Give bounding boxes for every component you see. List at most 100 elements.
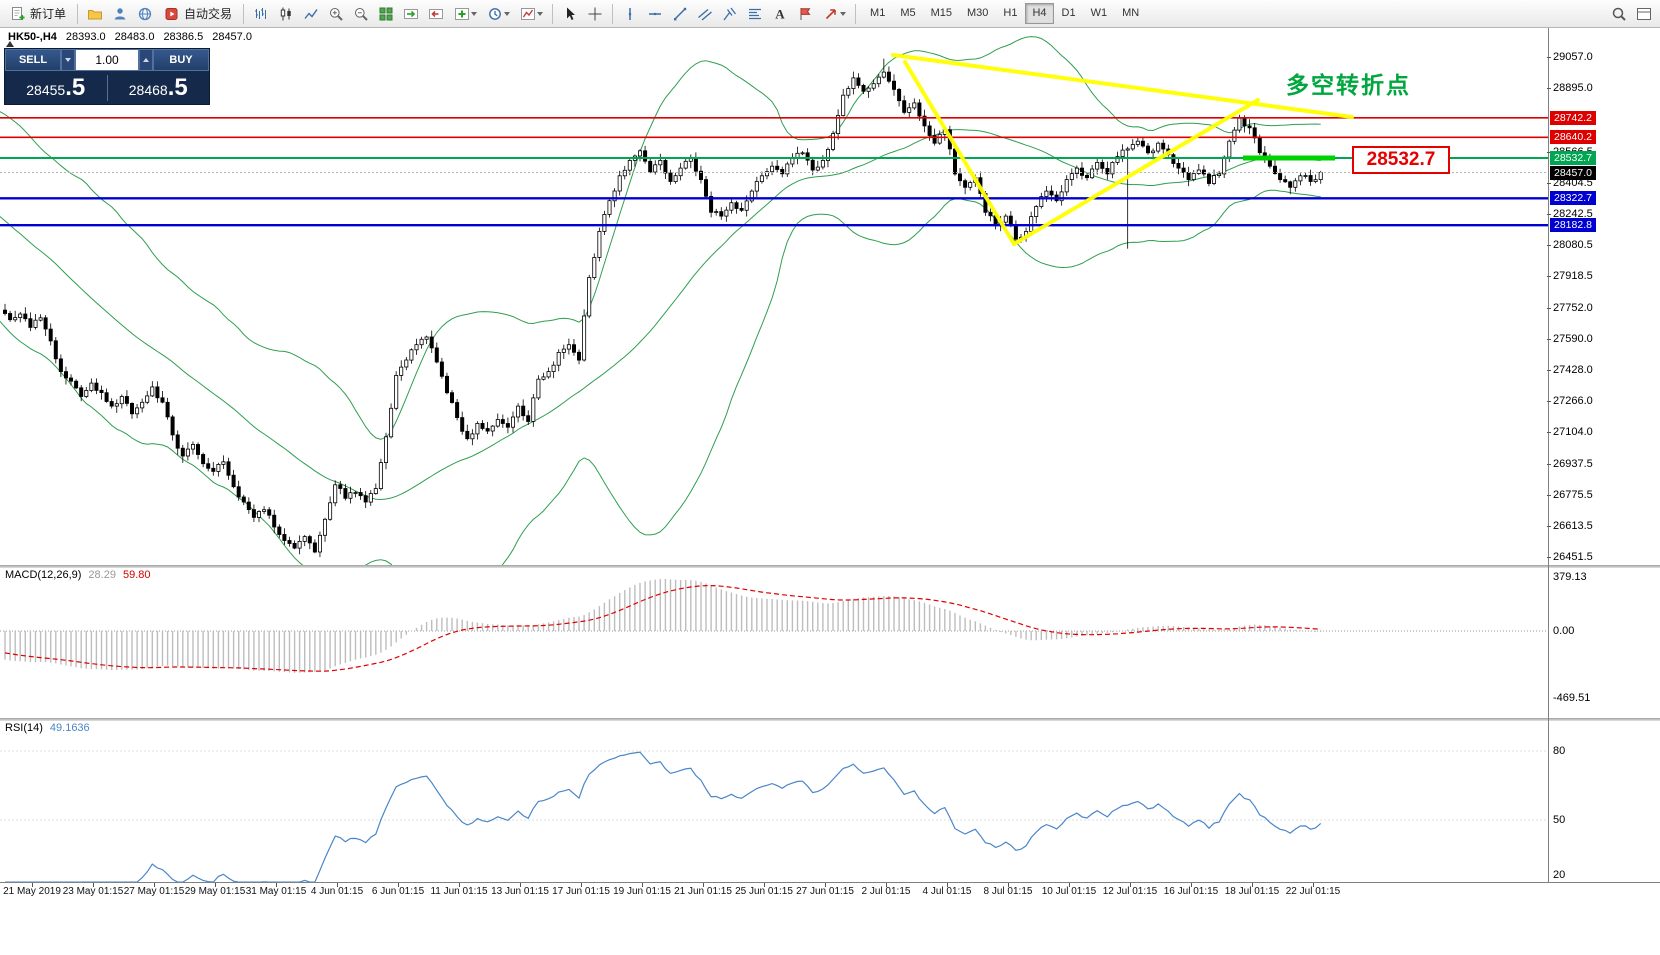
macd-panel — [0, 579, 1548, 673]
toolbar-separator — [243, 3, 245, 24]
tile-windows-button[interactable] — [374, 3, 398, 25]
timeframe-d1[interactable]: D1 — [1061, 7, 1076, 19]
timeframe-m1[interactable]: M1 — [870, 7, 886, 19]
axis-tick — [1547, 88, 1551, 90]
sell-button[interactable]: SELL — [5, 49, 61, 71]
text-label-button[interactable] — [793, 3, 817, 25]
timeframe-h1[interactable]: H1 — [1003, 7, 1018, 19]
timeframe-m5[interactable]: M5 — [900, 7, 916, 19]
autotrading-button[interactable]: 自动交易 — [158, 3, 238, 25]
hline-price-label: 28182.8 — [1550, 218, 1596, 233]
rsi-value: 49.1636 — [49, 722, 90, 734]
price-scale-label: 28080.5 — [1553, 238, 1593, 251]
panels-icon — [1637, 7, 1651, 20]
vertical-line-button[interactable] — [618, 3, 642, 25]
time-axis-border — [0, 882, 1660, 883]
channel-button[interactable] — [693, 3, 717, 25]
indicators-icon — [454, 7, 469, 20]
periods-button[interactable] — [482, 3, 514, 25]
price-scale-label: 27590.0 — [1553, 332, 1593, 345]
toolbar-separator — [612, 3, 614, 24]
text-tool-button[interactable]: A — [768, 3, 792, 25]
chevron-down-icon — [65, 58, 71, 62]
chevron-down-icon — [839, 11, 846, 16]
price-callout-label[interactable]: 28532.7 — [1352, 146, 1450, 174]
one-click-collapse-icon[interactable] — [6, 41, 14, 47]
panels-button[interactable] — [1632, 3, 1656, 25]
macd-scale-label: 0.00 — [1553, 625, 1575, 637]
profiles-button[interactable] — [83, 3, 107, 25]
crosshair-button[interactable] — [583, 3, 607, 25]
candlestick-chart-button[interactable] — [274, 3, 298, 25]
svg-text:A: A — [775, 6, 785, 21]
macd-main-value: 28.29 — [88, 569, 116, 581]
community-button[interactable] — [108, 3, 132, 25]
search-button[interactable] — [1607, 3, 1631, 25]
horizontal-line-button[interactable] — [643, 3, 667, 25]
panel-separator[interactable] — [0, 565, 1660, 568]
fibonacci-button[interactable] — [743, 3, 767, 25]
folder-icon — [88, 9, 103, 19]
arrows-tool-button[interactable] — [818, 3, 850, 25]
sell-price[interactable]: 28455.5 — [5, 74, 107, 102]
timeframe-m30[interactable]: M30 — [967, 7, 989, 19]
price-scale-label: 29057.0 — [1553, 51, 1593, 64]
panel-separator[interactable] — [0, 718, 1660, 721]
price-scale-label: 27428.0 — [1553, 364, 1593, 377]
hline-price-label: 28742.2 — [1550, 110, 1596, 125]
turning-point-annotation[interactable]: 多空转折点 — [1286, 72, 1411, 98]
macd-scale-label: 379.13 — [1553, 571, 1587, 583]
zoom-in-button[interactable] — [324, 3, 348, 25]
chart-shift-button[interactable] — [424, 3, 448, 25]
timeframe-w1[interactable]: W1 — [1090, 7, 1108, 19]
price-scale-label: 28242.5 — [1553, 207, 1593, 220]
ohlc-high: 28483.0 — [114, 31, 155, 43]
zoom-out-button[interactable] — [349, 3, 373, 25]
price-axis[interactable]: 29057.028895.028566.528404.528242.528080… — [1547, 0, 1659, 955]
timeframe-m15[interactable]: M15 — [930, 7, 952, 19]
text-icon: A — [775, 6, 785, 21]
price-scale-label: 26937.5 — [1553, 458, 1593, 471]
indicators-button[interactable] — [449, 3, 481, 25]
price-scale-label: 26451.5 — [1553, 551, 1593, 564]
line-chart-button[interactable] — [299, 3, 323, 25]
trendline-button[interactable] — [668, 3, 692, 25]
auto-scroll-button[interactable] — [399, 3, 423, 25]
ohlc-close: 28457.0 — [212, 31, 252, 43]
new-order-button[interactable]: 新订单 — [4, 3, 72, 25]
axis-tick — [1547, 307, 1551, 309]
timeframe-mn[interactable]: MN — [1122, 7, 1140, 19]
chevron-down-icon — [470, 11, 477, 16]
autotrading-label: 自动交易 — [184, 7, 233, 21]
globe-icon — [138, 7, 152, 20]
axis-tick — [1547, 213, 1551, 215]
templates-button[interactable] — [515, 3, 547, 25]
axis-tick — [1547, 275, 1551, 277]
sell-options-button[interactable] — [61, 49, 75, 71]
pitchfork-button[interactable] — [718, 3, 742, 25]
timeframe-h4[interactable]: H4 — [1025, 3, 1054, 24]
price-scale-label: 28404.5 — [1553, 176, 1593, 189]
ohlc-open: 28393.0 — [65, 31, 106, 43]
pitchfork-icon — [723, 7, 737, 20]
vertical-line-icon — [628, 7, 632, 20]
channel-icon — [698, 8, 712, 21]
bar-chart-button[interactable] — [249, 3, 273, 25]
rsi-label: RSI(14) 49.1636 — [5, 722, 90, 734]
buy-button[interactable]: BUY — [153, 49, 209, 71]
volume-stepper[interactable] — [139, 49, 153, 71]
bar-chart-icon — [255, 7, 267, 19]
market-button[interactable] — [133, 3, 157, 25]
axis-tick — [1547, 495, 1551, 497]
main-chart-svg[interactable] — [0, 28, 1548, 902]
buy-price-frac: .5 — [167, 73, 188, 101]
axis-tick — [1547, 557, 1551, 559]
toolbar-separator — [552, 3, 554, 24]
volume-input[interactable]: 1.00 — [75, 49, 139, 71]
sell-price-frac: .5 — [65, 73, 86, 101]
hline-price-label: 28640.2 — [1550, 130, 1596, 145]
cursor-button[interactable] — [558, 3, 582, 25]
toolbar-separator — [77, 3, 79, 24]
buy-price[interactable]: 28468.5 — [108, 74, 210, 102]
symbol-period: HK50-,H4 — [8, 31, 57, 43]
